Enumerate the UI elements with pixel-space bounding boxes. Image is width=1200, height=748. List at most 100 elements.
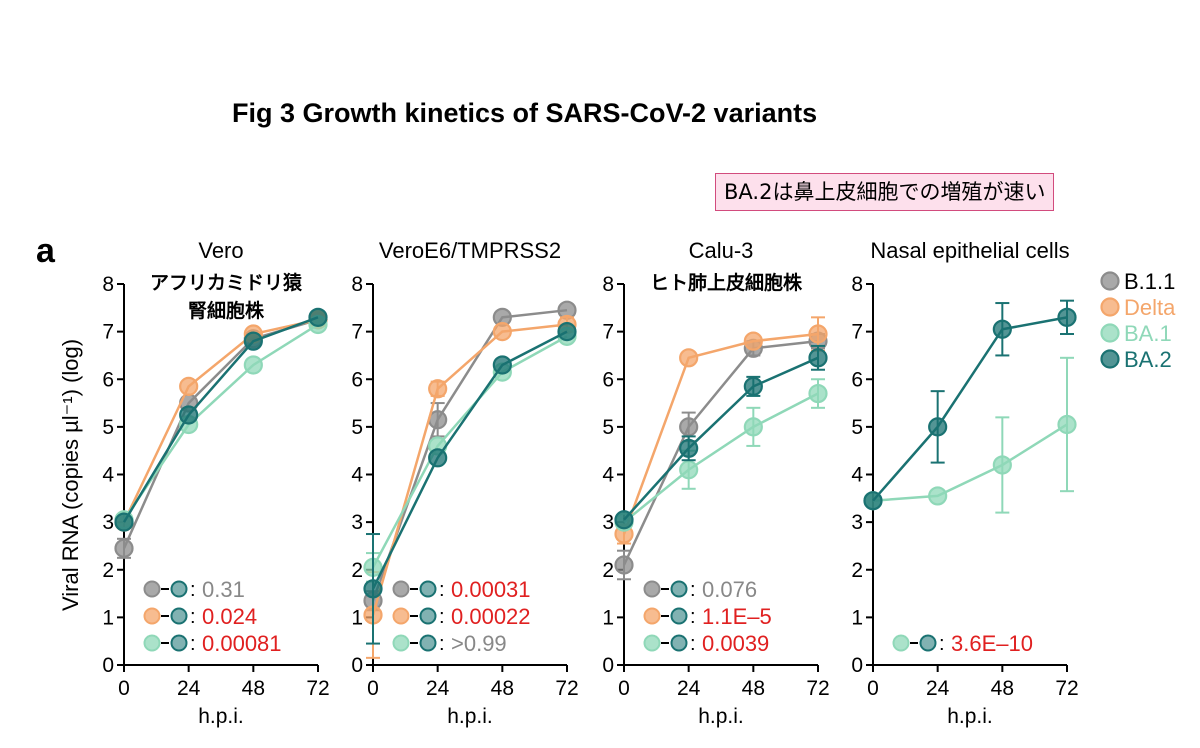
stat-row: :0.024 bbox=[143, 604, 257, 629]
x-axis-label: h.p.i. bbox=[947, 705, 993, 728]
stat-marker-ba2 bbox=[170, 607, 188, 625]
series-ba2 bbox=[114, 307, 328, 532]
legend-marker bbox=[1100, 271, 1120, 291]
data-point bbox=[614, 510, 634, 530]
data-point bbox=[808, 348, 828, 368]
stat-marker-ba2 bbox=[419, 634, 437, 652]
data-point bbox=[114, 512, 134, 532]
x-tick-label: 72 bbox=[1055, 677, 1078, 700]
series-ba1 bbox=[614, 378, 828, 532]
data-point bbox=[808, 324, 828, 344]
data-point bbox=[1057, 414, 1077, 435]
y-tick-label: 5 bbox=[851, 416, 863, 439]
legend-item-ba1: BA.1 bbox=[1100, 321, 1172, 346]
y-tick-label: 0 bbox=[602, 654, 614, 677]
data-point bbox=[863, 491, 883, 511]
stat-colon: : bbox=[439, 633, 445, 655]
y-tick-label: 6 bbox=[602, 368, 614, 391]
stat-row: :0.00031 bbox=[392, 577, 531, 602]
series-line bbox=[623, 392, 819, 524]
series-ba2 bbox=[363, 322, 577, 645]
data-point bbox=[179, 376, 199, 396]
stat-colon: : bbox=[439, 579, 445, 601]
stat-colon: : bbox=[190, 606, 196, 628]
data-point bbox=[743, 417, 763, 437]
stat-row: :0.0039 bbox=[643, 631, 769, 656]
y-tick-label: 8 bbox=[102, 273, 114, 296]
stat-colon: : bbox=[690, 633, 696, 655]
y-tick-label: 8 bbox=[851, 273, 863, 296]
x-tick-label: 48 bbox=[742, 677, 765, 700]
stat-row: :0.31 bbox=[143, 577, 245, 602]
x-tick-label: 0 bbox=[367, 677, 379, 700]
y-tick-label: 1 bbox=[851, 606, 863, 629]
stat-marker-ba2 bbox=[419, 580, 437, 598]
x-axis-label: h.p.i. bbox=[447, 705, 493, 728]
y-tick-label: 2 bbox=[602, 559, 614, 582]
legend-label: B.1.1 bbox=[1124, 269, 1175, 294]
stat-marker-left bbox=[392, 634, 410, 652]
p-value: 0.00022 bbox=[451, 604, 531, 629]
y-tick-label: 3 bbox=[351, 511, 363, 534]
stat-row: :0.00022 bbox=[392, 604, 531, 629]
data-point bbox=[492, 322, 512, 342]
data-point bbox=[179, 405, 199, 425]
legend-label: BA.2 bbox=[1124, 347, 1172, 372]
stat-row: :3.6E–10 bbox=[892, 631, 1033, 656]
data-point bbox=[679, 417, 699, 437]
p-value: 0.076 bbox=[702, 577, 757, 602]
data-point bbox=[243, 355, 263, 375]
stat-marker-left bbox=[392, 607, 410, 625]
series-line bbox=[371, 335, 568, 568]
data-point bbox=[614, 555, 634, 575]
series-b11 bbox=[614, 331, 828, 581]
y-tick-label: 4 bbox=[351, 464, 363, 487]
stat-marker-left bbox=[143, 580, 161, 598]
p-value: 0.00031 bbox=[451, 577, 531, 602]
stat-colon: : bbox=[190, 579, 196, 601]
stat-row: :0.076 bbox=[643, 577, 757, 602]
legend-item-delta: Delta bbox=[1100, 295, 1176, 320]
series-line bbox=[122, 318, 319, 549]
stat-marker-left bbox=[143, 607, 161, 625]
panel-title: Calu-3 bbox=[689, 238, 754, 263]
panel-title: Nasal epithelial cells bbox=[870, 238, 1069, 263]
y-tick-label: 3 bbox=[602, 511, 614, 534]
data-point bbox=[557, 322, 577, 342]
legend-item-b11: B.1.1 bbox=[1100, 269, 1175, 294]
stat-marker-ba2 bbox=[419, 607, 437, 625]
stat-row: :1.1E–5 bbox=[643, 604, 772, 629]
legend-marker bbox=[1100, 323, 1120, 343]
y-tick-label: 5 bbox=[602, 416, 614, 439]
x-tick-label: 24 bbox=[677, 677, 701, 700]
y-tick-label: 0 bbox=[351, 654, 363, 677]
y-tick-label: 7 bbox=[351, 321, 363, 344]
y-tick-label: 7 bbox=[102, 321, 114, 344]
x-tick-label: 0 bbox=[118, 677, 130, 700]
series-delta bbox=[614, 316, 828, 545]
series-line bbox=[371, 330, 568, 590]
x-tick-label: 48 bbox=[242, 677, 265, 700]
stat-row: : >0.99 bbox=[392, 631, 507, 656]
panel-title: VeroE6/TMPRSS2 bbox=[379, 238, 561, 263]
figure-title: Fig 3 Growth kinetics of SARS-CoV-2 vari… bbox=[232, 98, 818, 128]
stat-marker-left bbox=[892, 634, 910, 652]
series-ba2 bbox=[863, 299, 1077, 511]
p-value: 3.6E–10 bbox=[951, 631, 1033, 656]
p-value: 0.00081 bbox=[202, 631, 282, 656]
data-point bbox=[808, 383, 828, 404]
data-point bbox=[992, 455, 1012, 475]
y-tick-label: 4 bbox=[102, 464, 114, 487]
y-tick-label: 8 bbox=[602, 273, 614, 296]
data-point bbox=[743, 331, 763, 351]
data-point bbox=[428, 448, 448, 468]
series-ba1 bbox=[863, 356, 1077, 514]
data-point bbox=[243, 331, 263, 351]
series-b11 bbox=[114, 310, 328, 559]
data-point bbox=[114, 538, 134, 558]
y-tick-label: 1 bbox=[602, 606, 614, 629]
series-ba2 bbox=[614, 344, 828, 530]
